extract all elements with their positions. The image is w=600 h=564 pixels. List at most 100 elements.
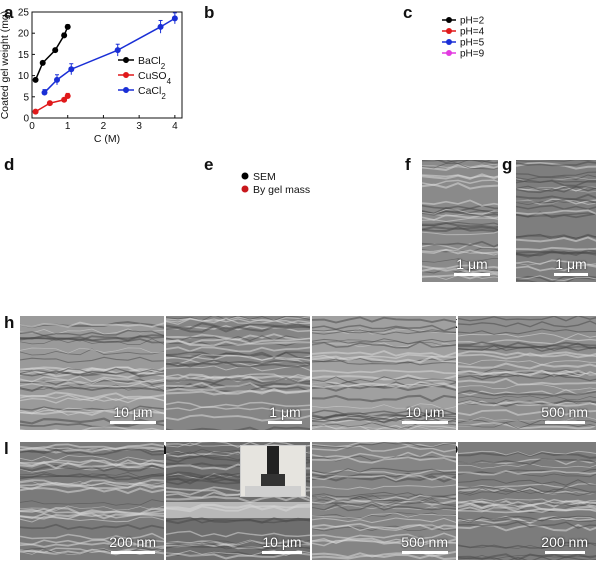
sem-layer-line [312,467,456,474]
y-tick-label-a-2: 10 [18,71,30,82]
sem-layer-line [458,515,596,522]
sem-layer-line [20,443,164,450]
sem-layer-line [312,411,456,419]
sem-layer-line [312,339,456,346]
legend-label-e-0: SEM [253,171,276,183]
sem-layer-line [166,373,310,381]
sem-layer-line [20,385,164,392]
sem-layer-line [20,508,164,515]
data-point-a-2-5 [171,15,178,22]
data-point-a-2-3 [114,47,121,54]
sem-layer-line [312,539,456,547]
sem-layer-line [312,403,456,410]
inset-photo-svg [241,446,305,496]
sem-layer-line [422,199,498,207]
sem-layer-line [458,409,596,416]
sem-layer-line [166,325,310,333]
sem-layer-line [458,415,596,423]
y-tick-label-a-0: 0 [23,114,29,125]
sem-layer-line [458,359,596,366]
sem-layer-line [516,233,596,241]
sem-layer-line [516,204,596,211]
sem-texture-j [312,316,456,430]
sem-layer-line [312,469,456,476]
sem-layer-line [422,272,498,280]
scalebar-label-o: 200 nm [541,533,588,550]
sem-layer-line [20,334,164,342]
legend-marker-a-1 [123,72,129,78]
sem-layer-line [20,382,164,389]
sem-layer-line [458,485,596,493]
sem-layer-line [458,498,596,505]
scalebar-label-j: 10 μm [405,403,445,420]
chart-a: 0 1 2 3 4 0 5 10 15 20 25 C (M) Coated gel weight (m… [0,8,183,145]
plot-frame-a [31,11,183,119]
sem-layer-line [458,320,596,328]
sem-layer-line [312,550,456,559]
sem-layer-line [20,523,164,530]
sem-layer-line [458,471,596,478]
legend-marker-e-1 [241,185,249,193]
legend-marker-c-3 [446,50,452,56]
sem-layer-line [312,525,456,532]
legend-label-c-1: pH=4 [460,27,485,38]
data-point-a-2-0 [41,89,48,96]
legend-label-a-2: CaCl2 [138,85,166,101]
data-point-a-1-3 [64,92,71,99]
sem-layer-line [166,351,310,359]
sem-layer-line [166,316,310,322]
sem-layer-line [20,367,164,375]
sem-layer-line [422,221,498,229]
sem-layer-line [20,483,164,491]
sem-layer-line [166,382,310,391]
data-point-a-0-0 [32,76,39,83]
scalebar-label-h: 10 μm [113,403,153,420]
sem-layer-line [458,487,596,495]
sem-layer-line [516,187,596,193]
sem-layer-line [422,231,498,236]
sem-layer-line [20,448,164,456]
x-tick-label-a-3: 3 [136,121,142,132]
sem-layer-line [20,474,164,481]
sem-layer-line [312,424,456,430]
panel-label-l: l [4,439,9,458]
sem-layer-line [166,401,310,409]
scalebar-h: 10 μm [110,403,156,424]
panel-label-e: e [204,155,214,174]
sem-image-m: 10 μm [166,442,310,560]
sem-layer-line [458,345,596,351]
sem-layer-line [516,198,596,204]
sem-layer-line [422,163,498,169]
sem-layer-line [422,217,498,223]
sem-layer-line [312,376,456,383]
sem-layer-line [516,171,596,178]
sem-layer-line [312,341,456,349]
data-point-a-0-2 [52,47,59,54]
scalebar-l: 200 nm [109,534,156,554]
sem-layer-line [166,539,310,546]
sem-layer-line [312,474,456,482]
sem-layer-line [20,542,164,549]
sem-layer-line [166,335,310,342]
data-point-a-0-3 [61,32,68,39]
sem-layer-line [312,394,456,403]
legend-label-a-1: CuSO4 [138,70,172,86]
sem-layer-line [312,512,456,520]
sem-layer-line [166,317,310,325]
sem-layer-line [166,517,310,525]
sem-layer-line [166,359,310,367]
sem-layer-line [458,479,596,486]
sem-layer-line [20,407,164,414]
sem-layer-line [312,414,456,421]
legend-label-c-2: pH=5 [460,38,485,49]
legend-marker-c-2 [446,39,452,45]
x-tick-label-a-0: 0 [29,121,35,132]
sem-layer-line [312,424,456,430]
sem-layer-line [516,212,596,218]
data-point-a-0-1 [39,59,46,66]
sem-layer-line [20,512,164,520]
scalebar-label-f: 1 μm [456,255,488,272]
sem-layer-line [20,461,164,470]
sem-layer-line [312,354,456,360]
chart-c: 0.10.20.30.40.50.10.20.30.40.5C (CaCl2) … [442,16,485,60]
